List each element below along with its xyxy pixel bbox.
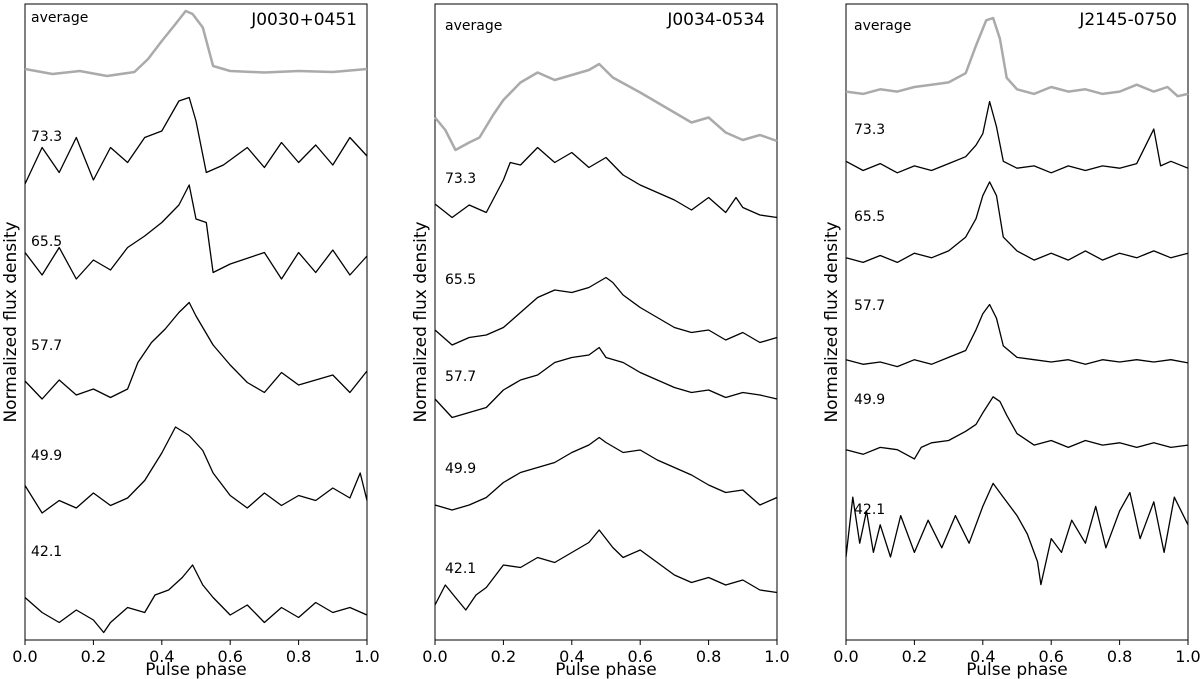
x-tick-label: 0.6 xyxy=(1038,647,1063,666)
x-tick-label: 0.4 xyxy=(970,647,995,666)
panel-2: 0.0 0.2 0.4 0.6 0.8 1.0 Pulse phase Normalized … xyxy=(411,3,790,679)
series-label: 57.7 xyxy=(445,369,476,385)
trace-73-3 xyxy=(434,146,778,219)
x-tick-label: 1.0 xyxy=(1175,647,1200,666)
panel-3: 0.0 0.2 0.4 0.6 0.8 1.0 Pulse phase Normalized … xyxy=(822,3,1200,679)
series-label: 49.9 xyxy=(31,448,62,464)
trace-42-1 xyxy=(434,529,778,611)
x-axis-label: Pulse phase xyxy=(555,660,656,679)
trace-65-5 xyxy=(434,276,778,346)
series-label: 65.5 xyxy=(854,209,885,225)
trace-average xyxy=(845,16,1189,98)
series-label: 73.3 xyxy=(445,171,476,187)
trace-65-5 xyxy=(845,181,1189,264)
x-tick-label: 0.6 xyxy=(627,647,652,666)
trace-average xyxy=(434,62,778,152)
series-label: 65.5 xyxy=(445,272,476,288)
series-label: 57.7 xyxy=(854,298,885,314)
series-label: 42.1 xyxy=(31,544,62,560)
series-label: average xyxy=(445,18,502,34)
y-axis-label: Normalized flux density xyxy=(822,221,842,422)
x-tick-label: 0.2 xyxy=(902,647,927,666)
plot-frame xyxy=(24,3,368,641)
x-axis-label: Pulse phase xyxy=(966,660,1067,679)
trace-57-7 xyxy=(24,301,368,400)
series-label: 42.1 xyxy=(445,561,476,577)
trace-49-9 xyxy=(845,396,1189,460)
panel-title: J0030+0451 xyxy=(250,10,357,30)
series-label: 57.7 xyxy=(31,338,62,354)
series-label: 42.1 xyxy=(854,502,885,518)
series-label: 73.3 xyxy=(854,122,885,138)
series-label: average xyxy=(31,10,88,26)
trace-57-7 xyxy=(434,346,778,419)
trace-49-9 xyxy=(24,426,368,514)
x-tick-label: 1.0 xyxy=(354,647,379,666)
trace-42-1 xyxy=(24,564,368,634)
series-label: average xyxy=(854,18,911,34)
x-tick-label: 0.6 xyxy=(217,647,242,666)
x-tick-label: 0.2 xyxy=(81,647,106,666)
panel-title: J0034-0534 xyxy=(666,10,765,30)
trace-73-3 xyxy=(845,100,1189,174)
series-label: 65.5 xyxy=(31,234,62,250)
x-tick-label: 0.0 xyxy=(422,647,447,666)
panel-title: J2145-0750 xyxy=(1078,10,1177,30)
plot-frame xyxy=(434,3,778,641)
x-tick-label: 1.0 xyxy=(764,647,789,666)
x-tick-label: 0.8 xyxy=(696,647,721,666)
trace-65-5 xyxy=(24,184,368,280)
trace-73-3 xyxy=(24,96,368,185)
x-tick-label: 0.0 xyxy=(12,647,37,666)
panel-1: 0.0 0.2 0.4 0.6 0.8 1.0 Pulse phase Normalized … xyxy=(1,3,380,679)
x-tick-label: 0.8 xyxy=(286,647,311,666)
series-label: 49.9 xyxy=(445,461,476,477)
x-tick-label: 0.4 xyxy=(149,647,174,666)
x-tick-label: 0.2 xyxy=(491,647,516,666)
trace-average xyxy=(24,9,368,78)
trace-49-9 xyxy=(434,436,778,511)
series-label: 73.3 xyxy=(31,129,62,145)
x-tick-label: 0.4 xyxy=(559,647,584,666)
trace-57-7 xyxy=(845,303,1189,368)
plot-frame xyxy=(845,3,1189,641)
x-axis-label: Pulse phase xyxy=(145,660,246,679)
trace-42-1 xyxy=(845,482,1189,586)
x-tick-label: 0.8 xyxy=(1107,647,1132,666)
x-tick-label: 0.0 xyxy=(833,647,858,666)
y-axis-label: Normalized flux density xyxy=(411,221,431,422)
y-axis-label: Normalized flux density xyxy=(1,221,21,422)
series-label: 49.9 xyxy=(854,392,885,408)
